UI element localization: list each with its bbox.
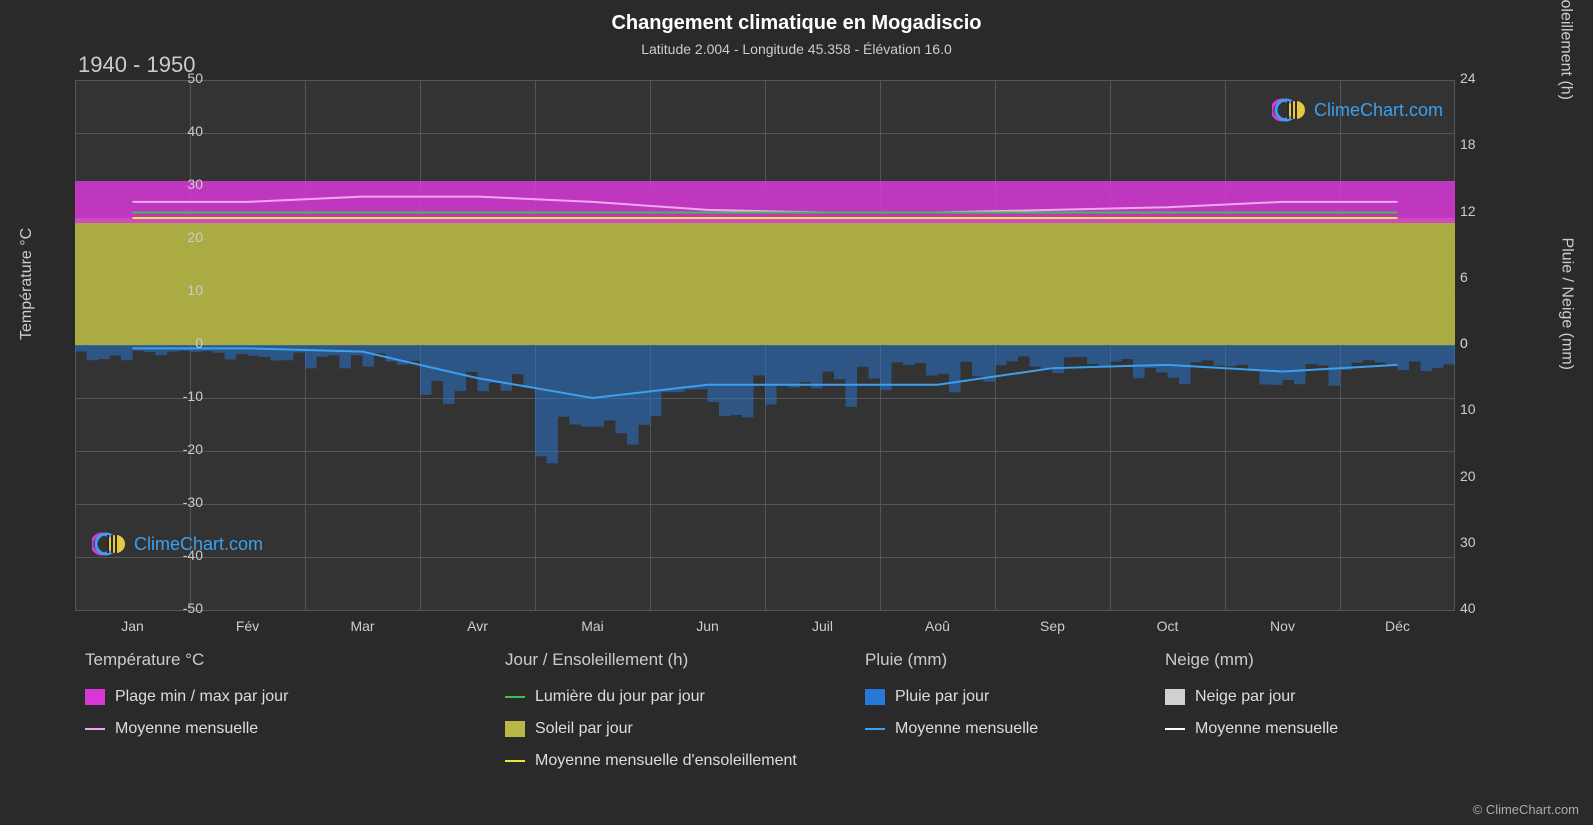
ytick-left: 30: [163, 176, 203, 192]
climechart-logo-icon: [1272, 96, 1308, 124]
logo-text: ClimeChart.com: [1314, 100, 1443, 121]
legend-label: Lumière du jour par jour: [535, 688, 705, 706]
credit-text: © ClimeChart.com: [1473, 802, 1579, 817]
legend-swatch: [505, 760, 525, 762]
ytick-right-bottom: 0: [1460, 335, 1468, 351]
xtick-month: Fév: [228, 618, 268, 634]
legend-item: Lumière du jour par jour: [505, 688, 865, 706]
legend-swatch: [865, 689, 885, 705]
ytick-left: -10: [163, 388, 203, 404]
ytick-left: -40: [163, 547, 203, 563]
xtick-month: Jun: [688, 618, 728, 634]
yaxis-right-bottom-label: Pluie / Neige (mm): [1557, 238, 1575, 370]
legend-group: Pluie (mm) Pluie par jour Moyenne mensuell…: [865, 650, 1165, 770]
legend-swatch: [1165, 689, 1185, 705]
ytick-right-top: 12: [1460, 203, 1476, 219]
legend-item: Moyenne mensuelle: [865, 720, 1165, 738]
ytick-left: 10: [163, 282, 203, 298]
xtick-month: Juil: [803, 618, 843, 634]
legend-swatch: [865, 728, 885, 730]
legend-header: Neige (mm): [1165, 650, 1465, 670]
legend-item: Soleil par jour: [505, 720, 865, 738]
xtick-month: Jan: [113, 618, 153, 634]
legend-label: Plage min / max par jour: [115, 688, 288, 706]
chart-title: Changement climatique en Mogadiscio: [0, 0, 1593, 35]
legend-item: Plage min / max par jour: [85, 688, 505, 706]
legend-swatch: [505, 696, 525, 698]
legend-item: Pluie par jour: [865, 688, 1165, 706]
ytick-right-bottom: 40: [1460, 600, 1476, 616]
legend-label: Pluie par jour: [895, 688, 989, 706]
legend-group: Température °C Plage min / max par jour Mo…: [85, 650, 505, 770]
legend-label: Moyenne mensuelle d'ensoleillement: [535, 752, 797, 770]
xtick-month: Mai: [573, 618, 613, 634]
legend-header: Température °C: [85, 650, 505, 670]
xtick-month: Avr: [458, 618, 498, 634]
legend-swatch: [85, 689, 105, 705]
climechart-logo-icon: [92, 530, 128, 558]
logo-top: ClimeChart.com: [1272, 96, 1443, 124]
xtick-month: Aoû: [918, 618, 958, 634]
legend-label: Moyenne mensuelle: [115, 720, 258, 738]
ytick-left: -30: [163, 494, 203, 510]
legend-label: Neige par jour: [1195, 688, 1296, 706]
ytick-right-bottom: 30: [1460, 534, 1476, 550]
legend-swatch: [505, 721, 525, 737]
chart-subtitle: Latitude 2.004 - Longitude 45.358 - Élév…: [0, 35, 1593, 57]
ytick-right-bottom: 20: [1460, 468, 1476, 484]
legend-header: Jour / Ensoleillement (h): [505, 650, 865, 670]
legend-label: Soleil par jour: [535, 720, 633, 738]
ytick-left: -50: [163, 600, 203, 616]
ytick-left: 20: [163, 229, 203, 245]
xtick-month: Déc: [1378, 618, 1418, 634]
xtick-month: Mar: [343, 618, 383, 634]
legend-group: Neige (mm) Neige par jour Moyenne mensuell…: [1165, 650, 1465, 770]
ytick-right-top: 24: [1460, 70, 1476, 86]
legend-item: Moyenne mensuelle d'ensoleillement: [505, 752, 865, 770]
ytick-left: -20: [163, 441, 203, 457]
legend-group: Jour / Ensoleillement (h) Lumière du jour…: [505, 650, 865, 770]
xtick-month: Oct: [1148, 618, 1188, 634]
ytick-left: 0: [163, 335, 203, 351]
xtick-month: Sep: [1033, 618, 1073, 634]
ytick-left: 40: [163, 123, 203, 139]
legend-swatch: [1165, 728, 1185, 730]
legend-label: Moyenne mensuelle: [1195, 720, 1338, 738]
yaxis-right-top-label: Jour / Ensoleillement (h): [1557, 0, 1575, 100]
xtick-month: Nov: [1263, 618, 1303, 634]
ytick-right-top: 6: [1460, 269, 1468, 285]
legend-item: Moyenne mensuelle: [1165, 720, 1465, 738]
legend-item: Moyenne mensuelle: [85, 720, 505, 738]
legend-swatch: [85, 728, 105, 730]
legend-header: Pluie (mm): [865, 650, 1165, 670]
legend-label: Moyenne mensuelle: [895, 720, 1038, 738]
legend-item: Neige par jour: [1165, 688, 1465, 706]
ytick-left: 50: [163, 70, 203, 86]
ytick-right-top: 18: [1460, 136, 1476, 152]
yaxis-left-label: Température °C: [18, 228, 36, 340]
chart-plot-area: [75, 80, 1455, 610]
ytick-right-bottom: 10: [1460, 401, 1476, 417]
chart-legend: Température °C Plage min / max par jour Mo…: [85, 650, 1525, 770]
